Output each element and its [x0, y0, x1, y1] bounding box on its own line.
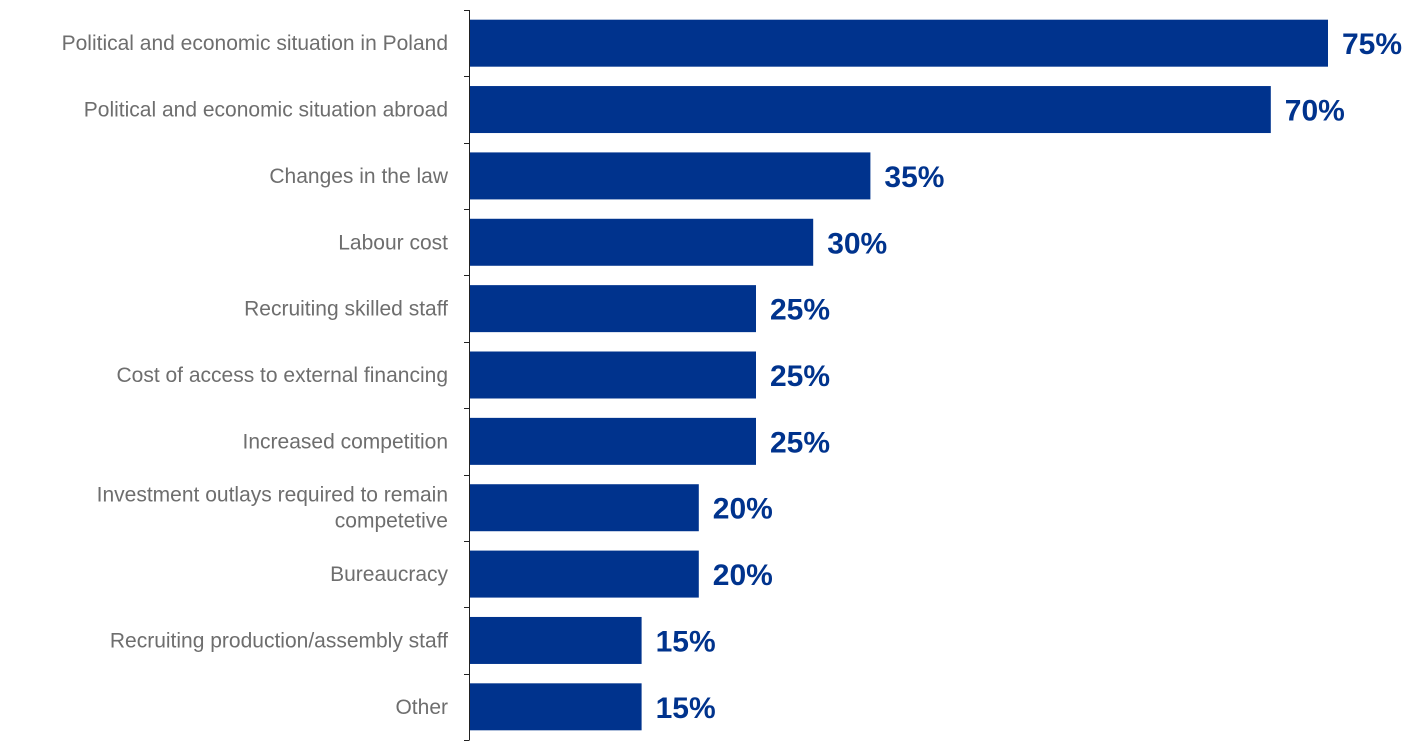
bar	[470, 285, 756, 333]
bar-value-label: 15%	[656, 625, 716, 658]
bar-value-label: 30%	[827, 227, 887, 260]
bar-value-label: 75%	[1342, 28, 1402, 61]
bar-value-label: 35%	[884, 161, 944, 194]
bar	[470, 19, 1328, 67]
bar-value-label: 20%	[713, 493, 773, 526]
bar	[470, 484, 699, 532]
bar	[470, 417, 756, 465]
bar	[470, 86, 1271, 134]
category-label: Recruiting production/assembly staff	[110, 629, 448, 652]
bar-value-label: 15%	[656, 692, 716, 725]
bar	[470, 218, 814, 266]
bar	[470, 550, 699, 598]
plot-area: 75% Political and economic situation in P…	[62, 10, 1402, 741]
bar-value-label: 70%	[1285, 95, 1345, 128]
bar	[470, 351, 756, 399]
bar-value-label: 25%	[770, 360, 830, 393]
category-label: Recruiting skilled staff	[244, 298, 448, 321]
bar-value-label: 20%	[713, 559, 773, 592]
category-label: Bureaucracy	[330, 563, 448, 586]
bar	[470, 616, 642, 664]
bar-value-label: 25%	[770, 426, 830, 459]
bar	[470, 152, 871, 200]
category-label: Political and economic situation in Pola…	[62, 32, 448, 55]
category-label: Increased competition	[243, 430, 448, 453]
category-label: Changes in the law	[269, 165, 448, 188]
category-label: Political and economic situation abroad	[84, 99, 448, 122]
bar	[470, 683, 642, 731]
category-label: Labour cost	[338, 231, 448, 254]
bar-value-label: 25%	[770, 294, 830, 327]
category-label: Investment outlays required to remain com…	[97, 484, 448, 533]
category-label: Other	[395, 696, 448, 719]
category-label: Cost of access to external financing	[116, 364, 448, 387]
